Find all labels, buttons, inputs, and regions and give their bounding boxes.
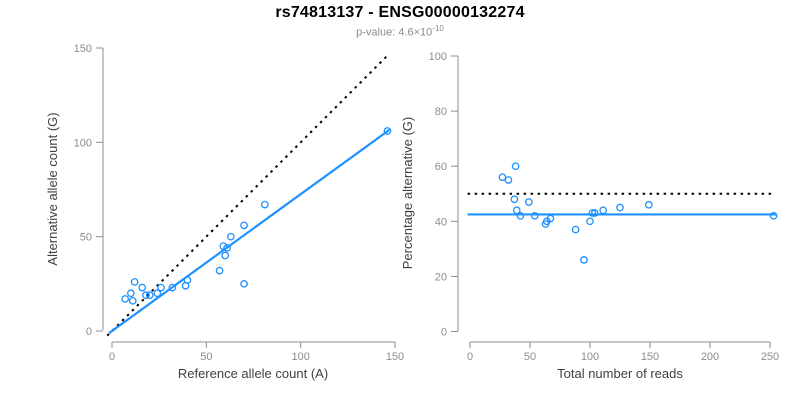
- right-x-tick-label: 100: [581, 351, 599, 363]
- left-data-point: [130, 278, 139, 286]
- left-x-axis-title: Reference allele count (A): [178, 366, 328, 381]
- left-data-point: [145, 291, 154, 300]
- right-y-tick-label: 20: [435, 271, 447, 283]
- left-data-point: [168, 283, 177, 292]
- left-data-point: [223, 244, 231, 252]
- left-data-point: [240, 221, 248, 230]
- left-data-point: [183, 276, 192, 284]
- right-data-point: [586, 217, 594, 226]
- left-data-point: [127, 289, 135, 298]
- left-data-point: [219, 242, 228, 250]
- right-data-point: [530, 211, 539, 220]
- left-data-point: [153, 289, 162, 298]
- right-data-point: [512, 206, 521, 215]
- right-x-axis-title: Total number of reads: [557, 366, 683, 381]
- right-data-point: [546, 214, 555, 223]
- right-x-tick-label: 150: [641, 351, 659, 363]
- right-y-tick-label: 0: [441, 327, 447, 339]
- p-value-text: p-value: 4.6×10: [356, 26, 433, 39]
- right-data-point: [498, 173, 507, 182]
- plot-title: rs74813137 - ENSG00000132274: [275, 4, 525, 21]
- left-data-point: [383, 127, 392, 135]
- right-data-point: [571, 225, 580, 234]
- right-data-point: [580, 256, 588, 264]
- left-data-point: [240, 279, 248, 288]
- right-x-tick-label: 250: [761, 351, 779, 363]
- p-value-exponent: -10: [432, 24, 444, 33]
- right-data-point: [616, 203, 624, 212]
- right-y-tick-label: 60: [435, 161, 447, 173]
- left-y-tick-label: 50: [80, 232, 92, 244]
- right-x-tick-label: 200: [701, 351, 719, 363]
- right-data-point: [511, 162, 520, 171]
- right-data-point: [599, 206, 608, 215]
- left-y-tick-label: 0: [86, 326, 92, 338]
- right-x-tick-label: 50: [524, 351, 536, 363]
- right-data-point: [524, 198, 533, 206]
- left-data-point: [142, 291, 150, 300]
- left-y-axis-title: Alternative allele count (G): [45, 112, 60, 265]
- right-y-tick-label: 40: [435, 216, 447, 228]
- right-data-point: [590, 209, 599, 217]
- right-y-tick-label: 100: [429, 51, 447, 63]
- fit-line: [108, 128, 390, 334]
- right-y-tick-label: 80: [435, 106, 447, 118]
- left-data-point: [128, 296, 137, 305]
- right-data-point: [644, 200, 653, 209]
- left-x-tick-label: 100: [291, 351, 309, 363]
- left-data-point: [138, 283, 147, 292]
- left-y-tick-label: 100: [74, 137, 92, 149]
- left-data-point: [121, 295, 130, 303]
- left-data-point: [215, 266, 224, 275]
- left-data-point: [260, 200, 269, 209]
- right-data-point: [769, 211, 778, 220]
- right-x-tick-label: 0: [467, 351, 473, 363]
- plot-subtitle: p-value: 4.6×10-10: [0, 24, 800, 39]
- left-data-point: [227, 232, 235, 241]
- left-y-tick-label: 150: [74, 43, 92, 55]
- left-x-tick-label: 50: [200, 351, 212, 363]
- identity-line: [106, 54, 389, 337]
- right-y-axis-title: Percentage alternative (G): [400, 117, 415, 269]
- right-data-point: [516, 211, 525, 220]
- figure-header: rs74813137 - ENSG00000132274 p-value: 4.…: [0, 4, 800, 39]
- left-x-tick-label: 0: [109, 351, 115, 363]
- left-data-point: [157, 283, 165, 292]
- left-x-tick-label: 150: [386, 351, 404, 363]
- left-data-point: [221, 251, 230, 260]
- right-data-point: [510, 195, 519, 204]
- right-data-point: [504, 176, 513, 184]
- right-data-point: [588, 209, 597, 217]
